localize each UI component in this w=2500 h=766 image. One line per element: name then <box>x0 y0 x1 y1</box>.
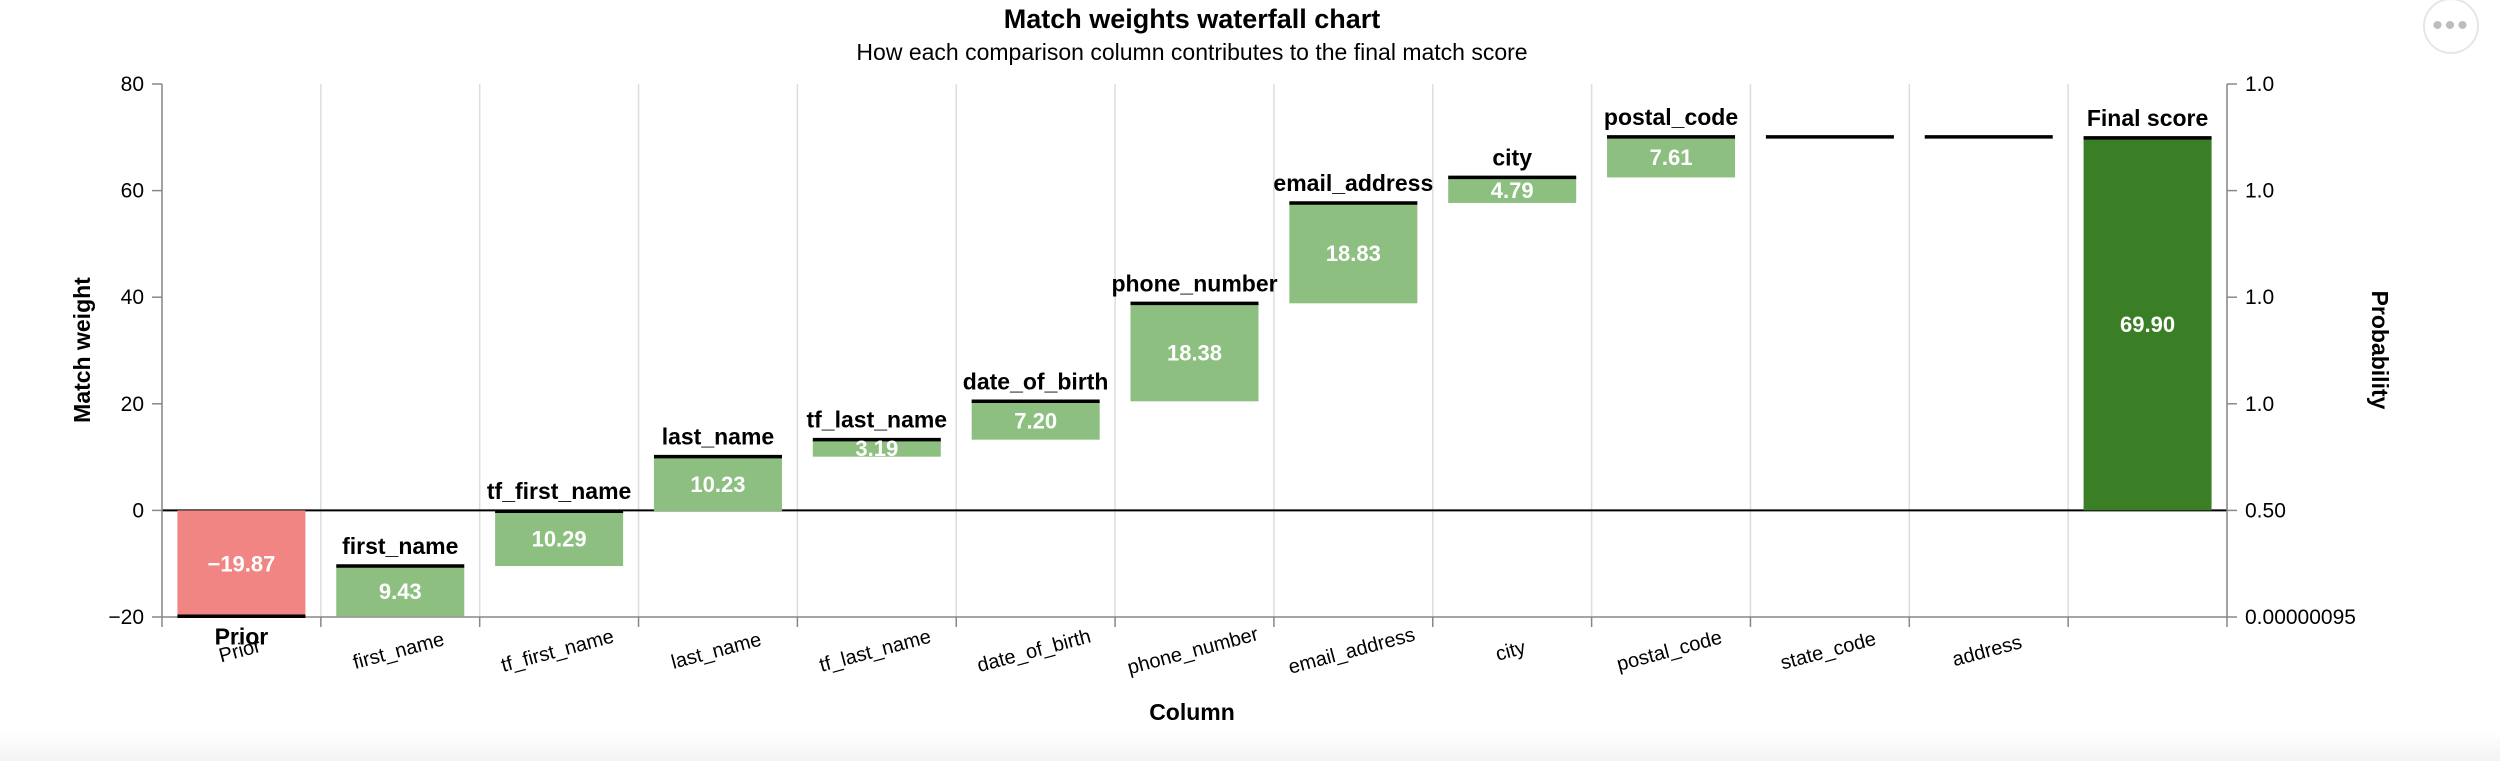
bar-value-label: 10.23 <box>690 472 745 497</box>
x-tick-label: date_of_birth <box>975 625 1093 676</box>
x-tick-label: postal_code <box>1615 627 1725 676</box>
bar-title: Prior <box>215 623 269 649</box>
y-tick-label: 0 <box>132 499 144 522</box>
bar-value-label: 7.61 <box>1650 145 1693 170</box>
x-tick-label: state_code <box>1778 628 1878 675</box>
ellipsis-icon: ••• <box>2432 9 2470 42</box>
y-tick-label: −20 <box>108 606 144 629</box>
bar-title: tf_last_name <box>806 407 947 433</box>
x-tick-label: tf_first_name <box>499 626 616 677</box>
bar-positive <box>812 439 941 457</box>
bar-positive <box>1289 202 1418 304</box>
bar-title: phone_number <box>1111 270 1277 296</box>
bar-positive <box>653 456 782 512</box>
y2-tick-label: 1.0 <box>2245 286 2274 309</box>
bar-positive <box>971 401 1100 440</box>
bar-value-label: 18.38 <box>1167 340 1222 365</box>
bar-title: city <box>1492 144 1532 170</box>
bar-value-label: 18.83 <box>1326 241 1381 266</box>
x-tick-label: tf_last_name <box>817 626 933 677</box>
bottom-shade <box>0 731 2500 761</box>
y2-tick-label: 1.0 <box>2245 180 2274 203</box>
bar-value-label: 3.19 <box>855 436 898 461</box>
y2-tick-label: 0.50 <box>2245 499 2286 522</box>
y-tick-label: 60 <box>121 180 144 203</box>
chart-title: Match weights waterfall chart <box>1004 4 1381 34</box>
bar-title: date_of_birth <box>963 368 1109 394</box>
bar-negative <box>177 510 306 617</box>
bar-positive <box>1448 177 1577 203</box>
chart-actions-menu-button[interactable]: ••• <box>2423 0 2479 54</box>
x-axis-title: Column <box>1149 699 1235 725</box>
bar-value-label: 69.90 <box>2120 312 2175 337</box>
bar-title: last_name <box>662 424 775 450</box>
x-tick-label: city <box>1493 637 1528 666</box>
x-tick-label: email_address <box>1286 624 1417 679</box>
y-tick-label: 20 <box>121 393 144 416</box>
bar-title: first_name <box>342 533 458 559</box>
x-tick-label: phone_number <box>1125 623 1261 679</box>
bar-positive <box>1130 303 1259 402</box>
chart-subtitle: How each comparison column contributes t… <box>856 39 1527 65</box>
bar-final <box>2083 137 2212 511</box>
y-tick-label: 40 <box>121 286 144 309</box>
y2-tick-label: 1.0 <box>2245 73 2274 96</box>
bar-positive <box>336 566 465 617</box>
bar-value-label: 10.29 <box>532 527 587 552</box>
bar-title: Final score <box>2087 105 2208 131</box>
x-tick-label: address <box>1950 631 2024 671</box>
y-tick-label: 80 <box>121 73 144 96</box>
bar-title: email_address <box>1273 170 1433 196</box>
x-tick-label: first_name <box>351 628 447 673</box>
bar-title: tf_first_name <box>487 478 631 504</box>
bar-value-label: 4.79 <box>1491 178 1534 203</box>
bar-value-label: 9.43 <box>379 579 422 604</box>
y2-tick-label: 1.0 <box>2245 393 2274 416</box>
bar-value-label: −19.87 <box>207 551 275 576</box>
y2-axis-title: Probability <box>2367 291 2393 410</box>
y2-tick-label: 0.00000095 <box>2245 606 2356 629</box>
x-tick-label: last_name <box>669 629 764 674</box>
y-axis-title: Match weight <box>69 277 95 423</box>
bar-title: postal_code <box>1604 104 1738 130</box>
bar-positive <box>1607 136 1736 178</box>
bar-positive <box>495 511 624 567</box>
bar-value-label: 7.20 <box>1014 408 1057 433</box>
